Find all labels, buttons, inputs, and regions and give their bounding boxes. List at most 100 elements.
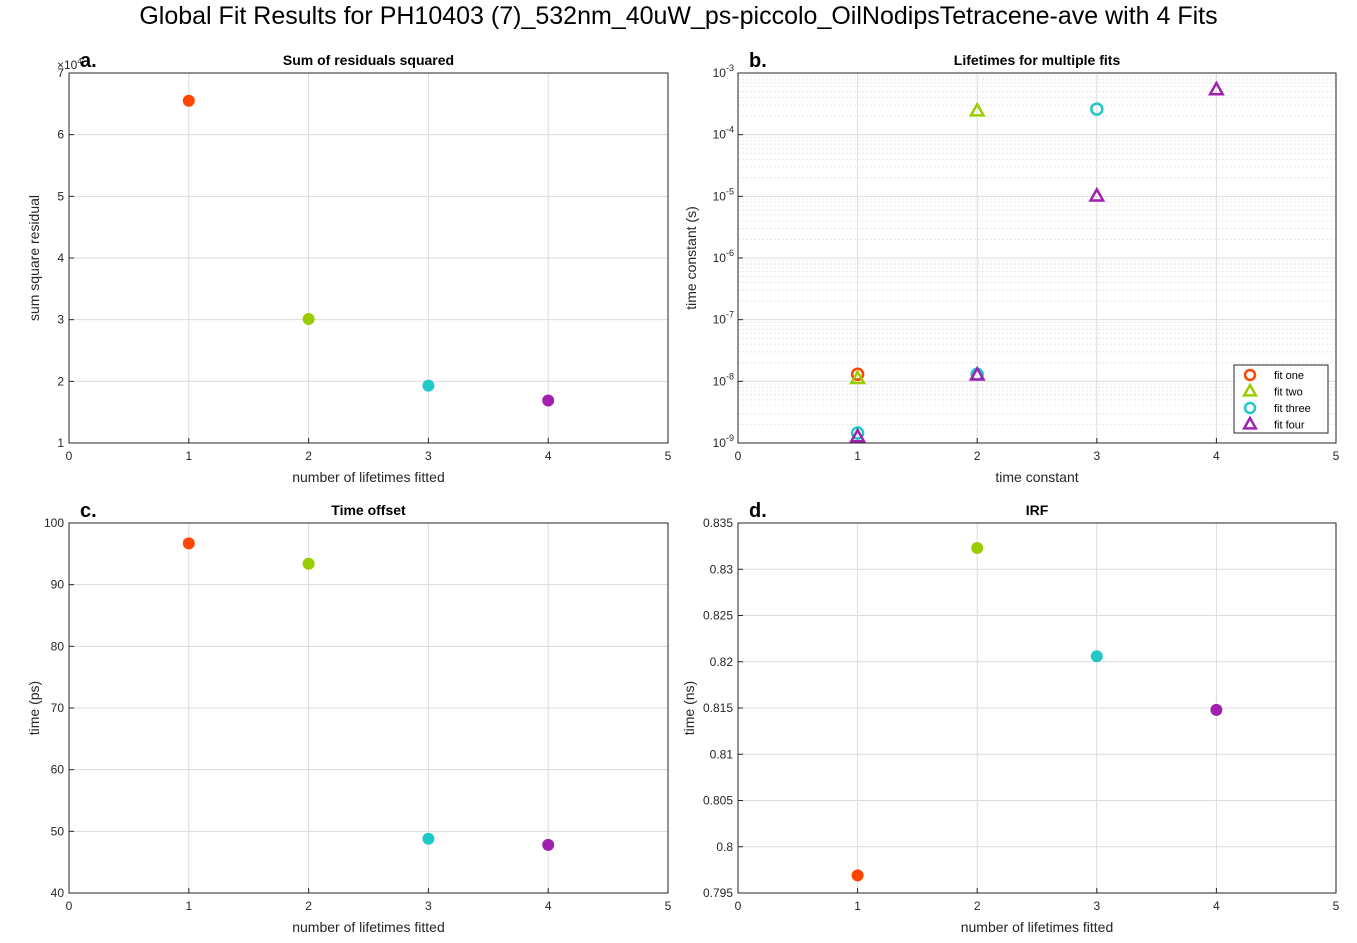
y-exponent-power: 4: [77, 57, 82, 66]
axes-box: [68, 522, 669, 894]
y-tick-label: 10-4: [713, 125, 734, 142]
legend-entry: fit two: [1274, 387, 1303, 399]
panel-c: 0 1 2 3 4 5 40 50 60 70 80 90 100 Time offset c. number…: [26, 500, 672, 935]
y-tick-label: 80: [51, 639, 65, 653]
y-tick-exponent: -6: [726, 248, 734, 258]
x-tick-label: 0: [735, 449, 742, 463]
x-tick-label: 5: [665, 449, 672, 463]
panel-title: Time offset: [331, 502, 406, 518]
y-tick-label: 1: [57, 436, 64, 450]
y-tick-label: 10-5: [713, 186, 734, 203]
axes-box: [737, 72, 1337, 444]
data-point: [971, 541, 984, 554]
data-point-fit-four: [1088, 186, 1106, 202]
data-point-fit-two: [968, 101, 986, 117]
x-tick-label: 3: [425, 899, 432, 913]
y-tick-label: 4: [57, 251, 64, 265]
y-tick-exponent: -9: [726, 433, 734, 443]
y-axis-label: time constant (s): [683, 206, 699, 309]
y-tick-label: 10-3: [713, 63, 734, 80]
data-point: [542, 394, 555, 407]
data-point: [422, 379, 435, 392]
panel-title: IRF: [1026, 502, 1049, 518]
y-tick-label: 0.795: [703, 886, 733, 900]
panel-letter: a.: [80, 50, 97, 72]
x-tick-label: 4: [545, 899, 552, 913]
x-tick-label: 0: [66, 899, 73, 913]
y-tick-base: 10: [713, 313, 727, 327]
panel-letter: c.: [80, 500, 97, 522]
legend-entry: fit four: [1274, 420, 1305, 432]
axes-box: [68, 72, 669, 444]
y-tick-base: 10: [713, 189, 727, 203]
x-tick-label: 5: [1333, 449, 1340, 463]
y-tick-label: 5: [57, 189, 64, 203]
y-tick-label: 2: [57, 374, 64, 388]
data-point-fit-four: [968, 365, 986, 381]
y-tick-label: 10-8: [713, 371, 734, 388]
data-point: [302, 313, 315, 326]
y-tick-label: 0.835: [703, 516, 733, 530]
y-tick-label: 0.82: [710, 655, 734, 669]
x-tick-label: 0: [66, 449, 73, 463]
y-axis-label: time (ns): [681, 681, 697, 735]
legend-marker: [1243, 368, 1257, 382]
data-point-fit-three: [1090, 102, 1104, 116]
panel-d: 0 1 2 3 4 5 0.795 0.8 0.805 0.81 0.815 0.82 0.825 0.8…: [681, 500, 1340, 935]
x-axis-label: number of lifetimes fitted: [961, 919, 1114, 935]
y-tick-exponent: -5: [726, 186, 734, 196]
data-point: [422, 832, 435, 845]
y-tick-label: 0.81: [710, 747, 734, 761]
y-tick-label: 60: [51, 763, 65, 777]
y-tick-label: 10-9: [713, 433, 734, 450]
legend-marker: [1242, 415, 1258, 430]
y-tick-label: 10-7: [713, 310, 734, 327]
data-point: [302, 557, 315, 570]
y-tick-base: 10: [713, 374, 727, 388]
panel-title: Lifetimes for multiple fits: [954, 52, 1121, 68]
data-point: [182, 94, 195, 107]
data-point: [1210, 703, 1223, 716]
y-tick-label: 0.83: [710, 562, 734, 576]
x-tick-label: 1: [854, 899, 861, 913]
x-tick-label: 5: [1333, 899, 1340, 913]
x-axis-label: number of lifetimes fitted: [292, 469, 445, 485]
y-tick-label: 10-6: [713, 248, 734, 265]
legend-marker: [1243, 401, 1257, 415]
y-tick-base: 10: [713, 128, 727, 142]
x-tick-label: 4: [545, 449, 552, 463]
data-point-fit-one: [850, 367, 865, 382]
x-tick-label: 2: [305, 449, 312, 463]
y-tick-exponent: -4: [726, 125, 734, 135]
y-tick-label: 0.8: [716, 840, 733, 854]
x-tick-label: 2: [305, 899, 312, 913]
data-point: [542, 838, 555, 851]
y-exponent-label: ×104: [57, 57, 82, 72]
panel-b: 0 1 2 3 4 510-910-810-710-610-510-410-3 Lifeti…: [683, 50, 1340, 485]
y-tick-base: 10: [713, 251, 727, 265]
x-tick-label: 5: [665, 899, 672, 913]
legend-entry: fit three: [1274, 403, 1311, 415]
legend-marker: [1242, 382, 1258, 397]
y-tick-label: 7: [57, 66, 64, 80]
x-axis-label: number of lifetimes fitted: [292, 919, 445, 935]
y-axis-label: time (ps): [26, 681, 42, 735]
panel-letter: d.: [749, 500, 767, 522]
y-tick-label: 0.805: [703, 794, 733, 808]
y-tick-label: 0.815: [703, 701, 733, 715]
x-tick-label: 1: [854, 449, 861, 463]
y-tick-label: 90: [51, 578, 65, 592]
axes-box: [737, 522, 1337, 894]
x-tick-label: 3: [1093, 449, 1100, 463]
y-tick-exponent: -3: [726, 63, 734, 73]
x-tick-label: 0: [735, 899, 742, 913]
data-point-fit-four: [1207, 80, 1225, 96]
y-tick-label: 50: [51, 824, 65, 838]
data-point: [182, 537, 195, 550]
data-point-fit-four: [849, 427, 867, 443]
data-point-fit-two: [849, 369, 867, 385]
x-tick-label: 3: [1093, 899, 1100, 913]
x-tick-label: 2: [974, 899, 981, 913]
